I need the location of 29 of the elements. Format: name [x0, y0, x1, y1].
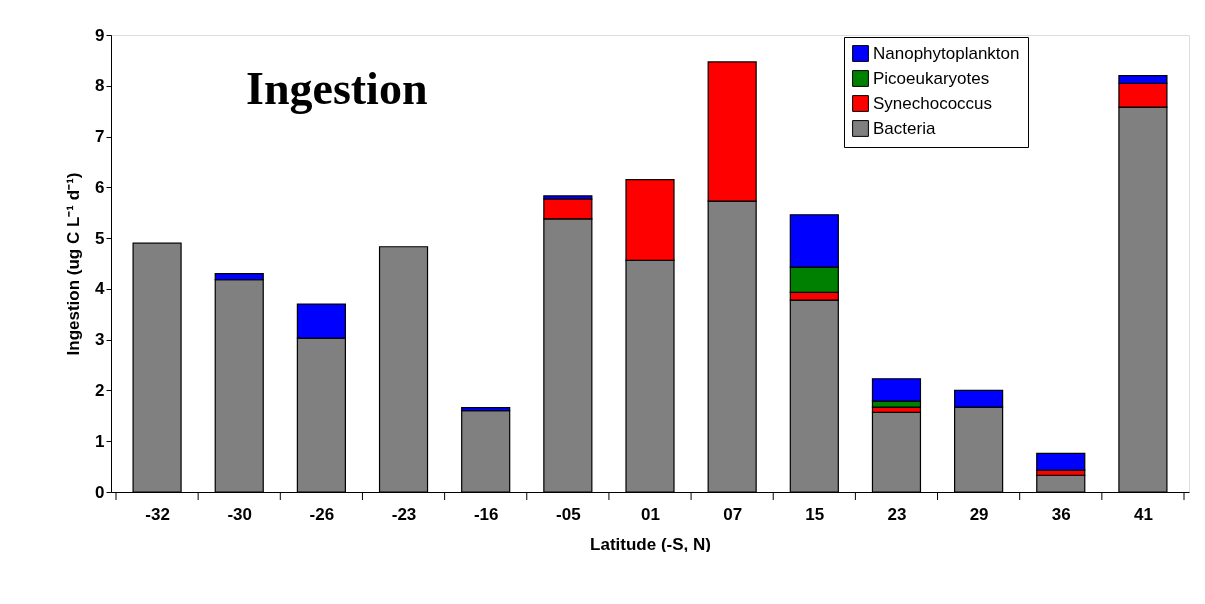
y-tick-label: 0	[95, 482, 105, 502]
x-tick-label: 29	[969, 504, 989, 524]
y-tick-label: 6	[95, 177, 105, 197]
y-tick-label: 9	[95, 25, 105, 45]
y-tick-label: 7	[95, 127, 105, 147]
y-axis-title: Ingestion (ug C L⁻¹ d⁻¹)	[64, 172, 84, 356]
legend-label: Nanophytoplankton	[873, 43, 1020, 63]
y-tick-label: 5	[95, 228, 105, 248]
y-tick-label: 4	[95, 279, 106, 299]
x-tick-label: 36	[1051, 504, 1071, 524]
legend-label: Bacteria	[873, 118, 936, 138]
x-tick-label: 23	[887, 504, 907, 524]
x-tick-label: 07	[723, 504, 743, 524]
text: Ingestion	[246, 63, 428, 114]
x-tick-label: 15	[805, 504, 825, 524]
y-tick-label: 3	[95, 330, 105, 350]
x-tick-label: 01	[641, 504, 660, 524]
x-tick-label: -30	[227, 504, 253, 524]
x-tick-label: -32	[145, 504, 170, 524]
y-tick-label: 1	[95, 431, 105, 451]
x-tick-label: -26	[309, 504, 335, 524]
x-tick-label: -16	[473, 504, 499, 524]
legend-label: Synechococcus	[873, 93, 993, 113]
legend-label: Picoeukaryotes	[873, 68, 990, 88]
x-tick-label: -23	[391, 504, 417, 524]
y-tick-label: 2	[95, 380, 105, 400]
x-tick-label: -05	[556, 504, 581, 524]
x-tick-label: 41	[1133, 504, 1153, 524]
y-tick-label: 8	[95, 76, 105, 96]
